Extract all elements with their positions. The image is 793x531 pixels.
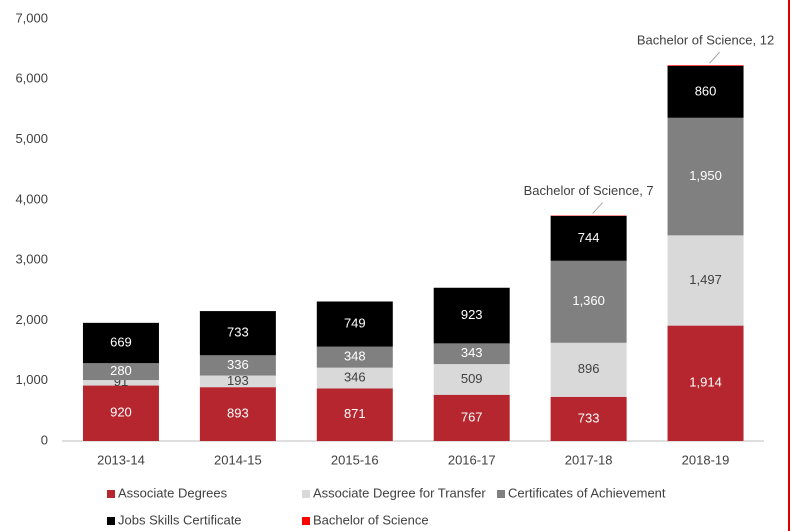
legend-label: Bachelor of Science [313,512,429,527]
data-label: 767 [461,409,483,424]
data-label: 509 [461,371,483,386]
bar-segment [433,364,510,395]
x-tick-label: 2017-18 [565,452,613,467]
leader-line [592,202,603,214]
bar-segment [199,311,276,356]
bar-segment [316,367,393,389]
data-label: 744 [578,230,600,245]
data-label: 336 [227,357,249,372]
data-label: 343 [461,345,483,360]
x-tick-label: 2018-19 [682,452,730,467]
y-tick-label: 7,000 [15,10,48,25]
data-label: 920 [110,405,132,420]
legend-swatch [497,490,505,498]
y-tick-label: 2,000 [15,312,48,327]
legend-swatch [107,490,115,498]
x-tick-label: 2015-16 [331,452,379,467]
legend-swatch [302,517,310,525]
data-label: 193 [227,373,249,388]
bar-segment [550,342,627,397]
x-tick-label: 2016-17 [448,452,496,467]
bar-segment [667,65,744,66]
y-tick-label: 4,000 [15,191,48,206]
data-label: Bachelor of Science, 12 [637,33,774,48]
bar-segment [433,394,510,441]
legend-label: Associate Degrees [118,485,228,500]
y-tick-label: 6,000 [15,71,48,86]
bar-segment [433,287,510,344]
bar-segment [316,388,393,441]
data-label: 923 [461,307,483,322]
y-tick-label: 5,000 [15,131,48,146]
data-label: 733 [227,325,249,340]
legend-swatch [107,517,115,525]
bar-segment [82,322,159,364]
data-label: Bachelor of Science, 7 [524,183,654,198]
legend-label: Certificates of Achievement [508,485,666,500]
bar-segment [550,396,627,441]
leader-line [709,51,720,64]
data-label: 1,914 [689,375,722,390]
bar-segment [82,385,159,441]
bar-segment [550,260,627,343]
y-tick-label: 3,000 [15,252,48,267]
y-tick-label: 1,000 [15,372,48,387]
legend-label: Jobs Skills Certificate [118,512,242,527]
bar-segment [667,325,744,441]
data-label: 860 [695,83,717,98]
y-tick-label: 0 [41,432,48,447]
bar-segment [433,343,510,365]
data-label: 1,360 [572,293,605,308]
bar-segment [199,387,276,441]
bar-segment [667,117,744,236]
bar-segment [316,346,393,368]
data-label: 896 [578,361,600,376]
data-label: 893 [227,406,249,421]
data-label: 1,497 [689,272,722,287]
bar-segment [667,235,744,326]
bar-segment [82,380,159,386]
bar-segment [199,355,276,376]
data-label: 749 [344,316,366,331]
data-label: 733 [578,410,600,425]
data-label: 280 [110,363,132,378]
bar-segment [199,375,276,388]
bar-segment [316,301,393,347]
bar-segment [82,363,159,381]
data-label: 871 [344,406,366,421]
legend-label: Associate Degree for Transfer [313,485,486,500]
data-label: 669 [110,334,132,349]
bar-segment [550,215,627,261]
data-label: 1,950 [689,168,722,183]
x-tick-label: 2014-15 [214,452,262,467]
data-label: 348 [344,349,366,364]
x-tick-label: 2013-14 [97,452,145,467]
bar-segment [667,65,744,118]
data-label: 346 [344,369,366,384]
legend-swatch [302,490,310,498]
